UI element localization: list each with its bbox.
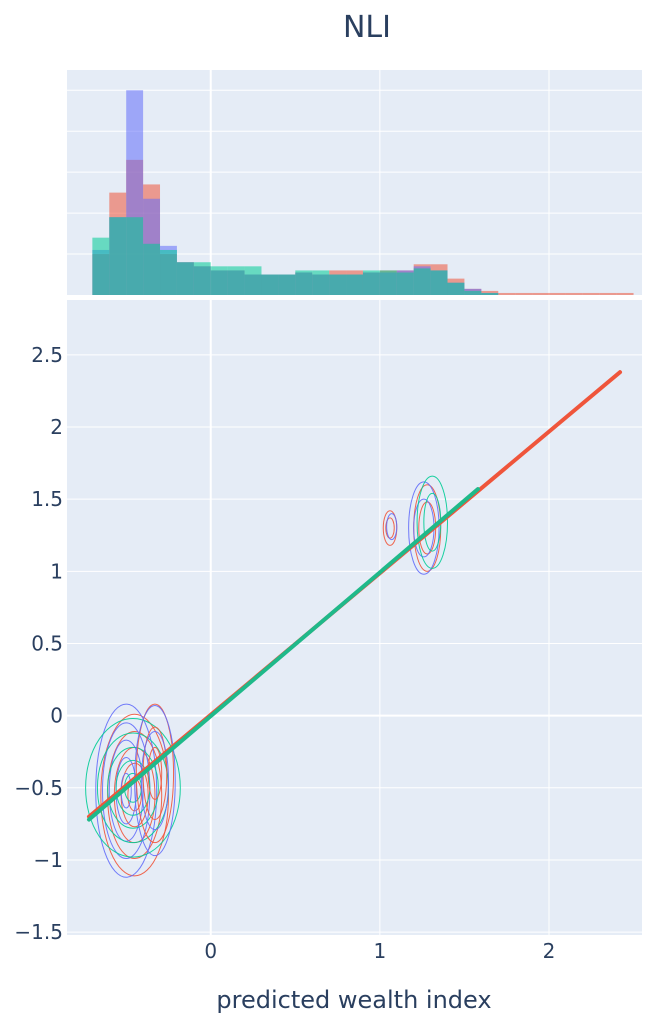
hist-bar [346,274,363,295]
contour-line [416,475,449,569]
y-tick-label: −1 [34,848,63,872]
x-tick-label: 0 [204,939,217,963]
hist-bar [565,292,583,295]
hist-bar [278,274,296,295]
hist-bar [413,268,431,295]
hist-bar [515,292,533,295]
hist-bar [599,292,617,295]
hist-bar [464,290,482,295]
hist-bar [532,292,549,295]
hist-series-teal [92,217,499,295]
y-tick-label: −1.5 [14,920,63,944]
y-tick-label: 2.5 [31,343,63,367]
hist-bar [210,266,228,295]
y-tick-label: 1 [50,559,63,583]
contour-line [386,513,398,541]
hist-bar [430,270,448,295]
hist-bar [126,217,144,295]
hist-bar [92,237,110,295]
hist-bar [447,282,465,295]
y-tick-label: 1.5 [31,487,63,511]
chart-title: NLI [343,10,391,45]
contour-line [108,739,144,842]
hist-bar [481,292,499,295]
contour-line [408,481,440,575]
hist-bar [160,249,177,295]
contour-line [85,718,181,858]
contour-group-3 [135,703,175,844]
hist-bar [498,292,516,295]
hist-bar [227,266,245,295]
contour-line [385,517,395,539]
x-tick-label: 2 [543,939,556,963]
hist-bar [312,270,330,295]
contour-line [140,731,169,831]
trend-lines [86,370,623,822]
main-plot-area [67,300,642,935]
x-axis-label: predicted wealth index [216,986,491,1014]
hist-bar [176,262,194,295]
x-axis-tick-labels: 0 1 2 [204,939,555,963]
contour-line [95,703,158,878]
contour-line [135,703,175,844]
contour-group-6 [386,513,398,541]
y-tick-label: 0.5 [31,631,63,655]
hist-bar [379,270,397,295]
hist-bar [616,292,634,295]
trend-line-green [86,487,480,822]
hist-bar [548,292,566,295]
y-tick-label: 2 [50,415,63,439]
contour-line [107,746,159,829]
hist-bar [582,292,600,295]
y-tick-label: −0.5 [14,776,63,800]
y-tick-label: 0 [50,704,63,728]
hist-bar [329,274,347,295]
marginal-histogram [92,90,634,295]
density-contours [85,475,449,878]
hist-bar [362,270,380,295]
contour-line [115,759,151,816]
contour-line [147,746,163,800]
hist-bar [193,262,211,295]
main-grid [67,300,642,935]
hist-bar [396,272,414,295]
hist-bar [109,217,127,295]
x-tick-label: 1 [374,939,387,963]
y-axis-tick-labels: 2.5 2 1.5 1 0.5 0 −0.5 −1 −1.5 [14,343,63,944]
hist-bar [295,270,313,295]
hist-bar [261,274,279,295]
hist-bar [143,243,161,295]
hist-bar [244,266,262,295]
